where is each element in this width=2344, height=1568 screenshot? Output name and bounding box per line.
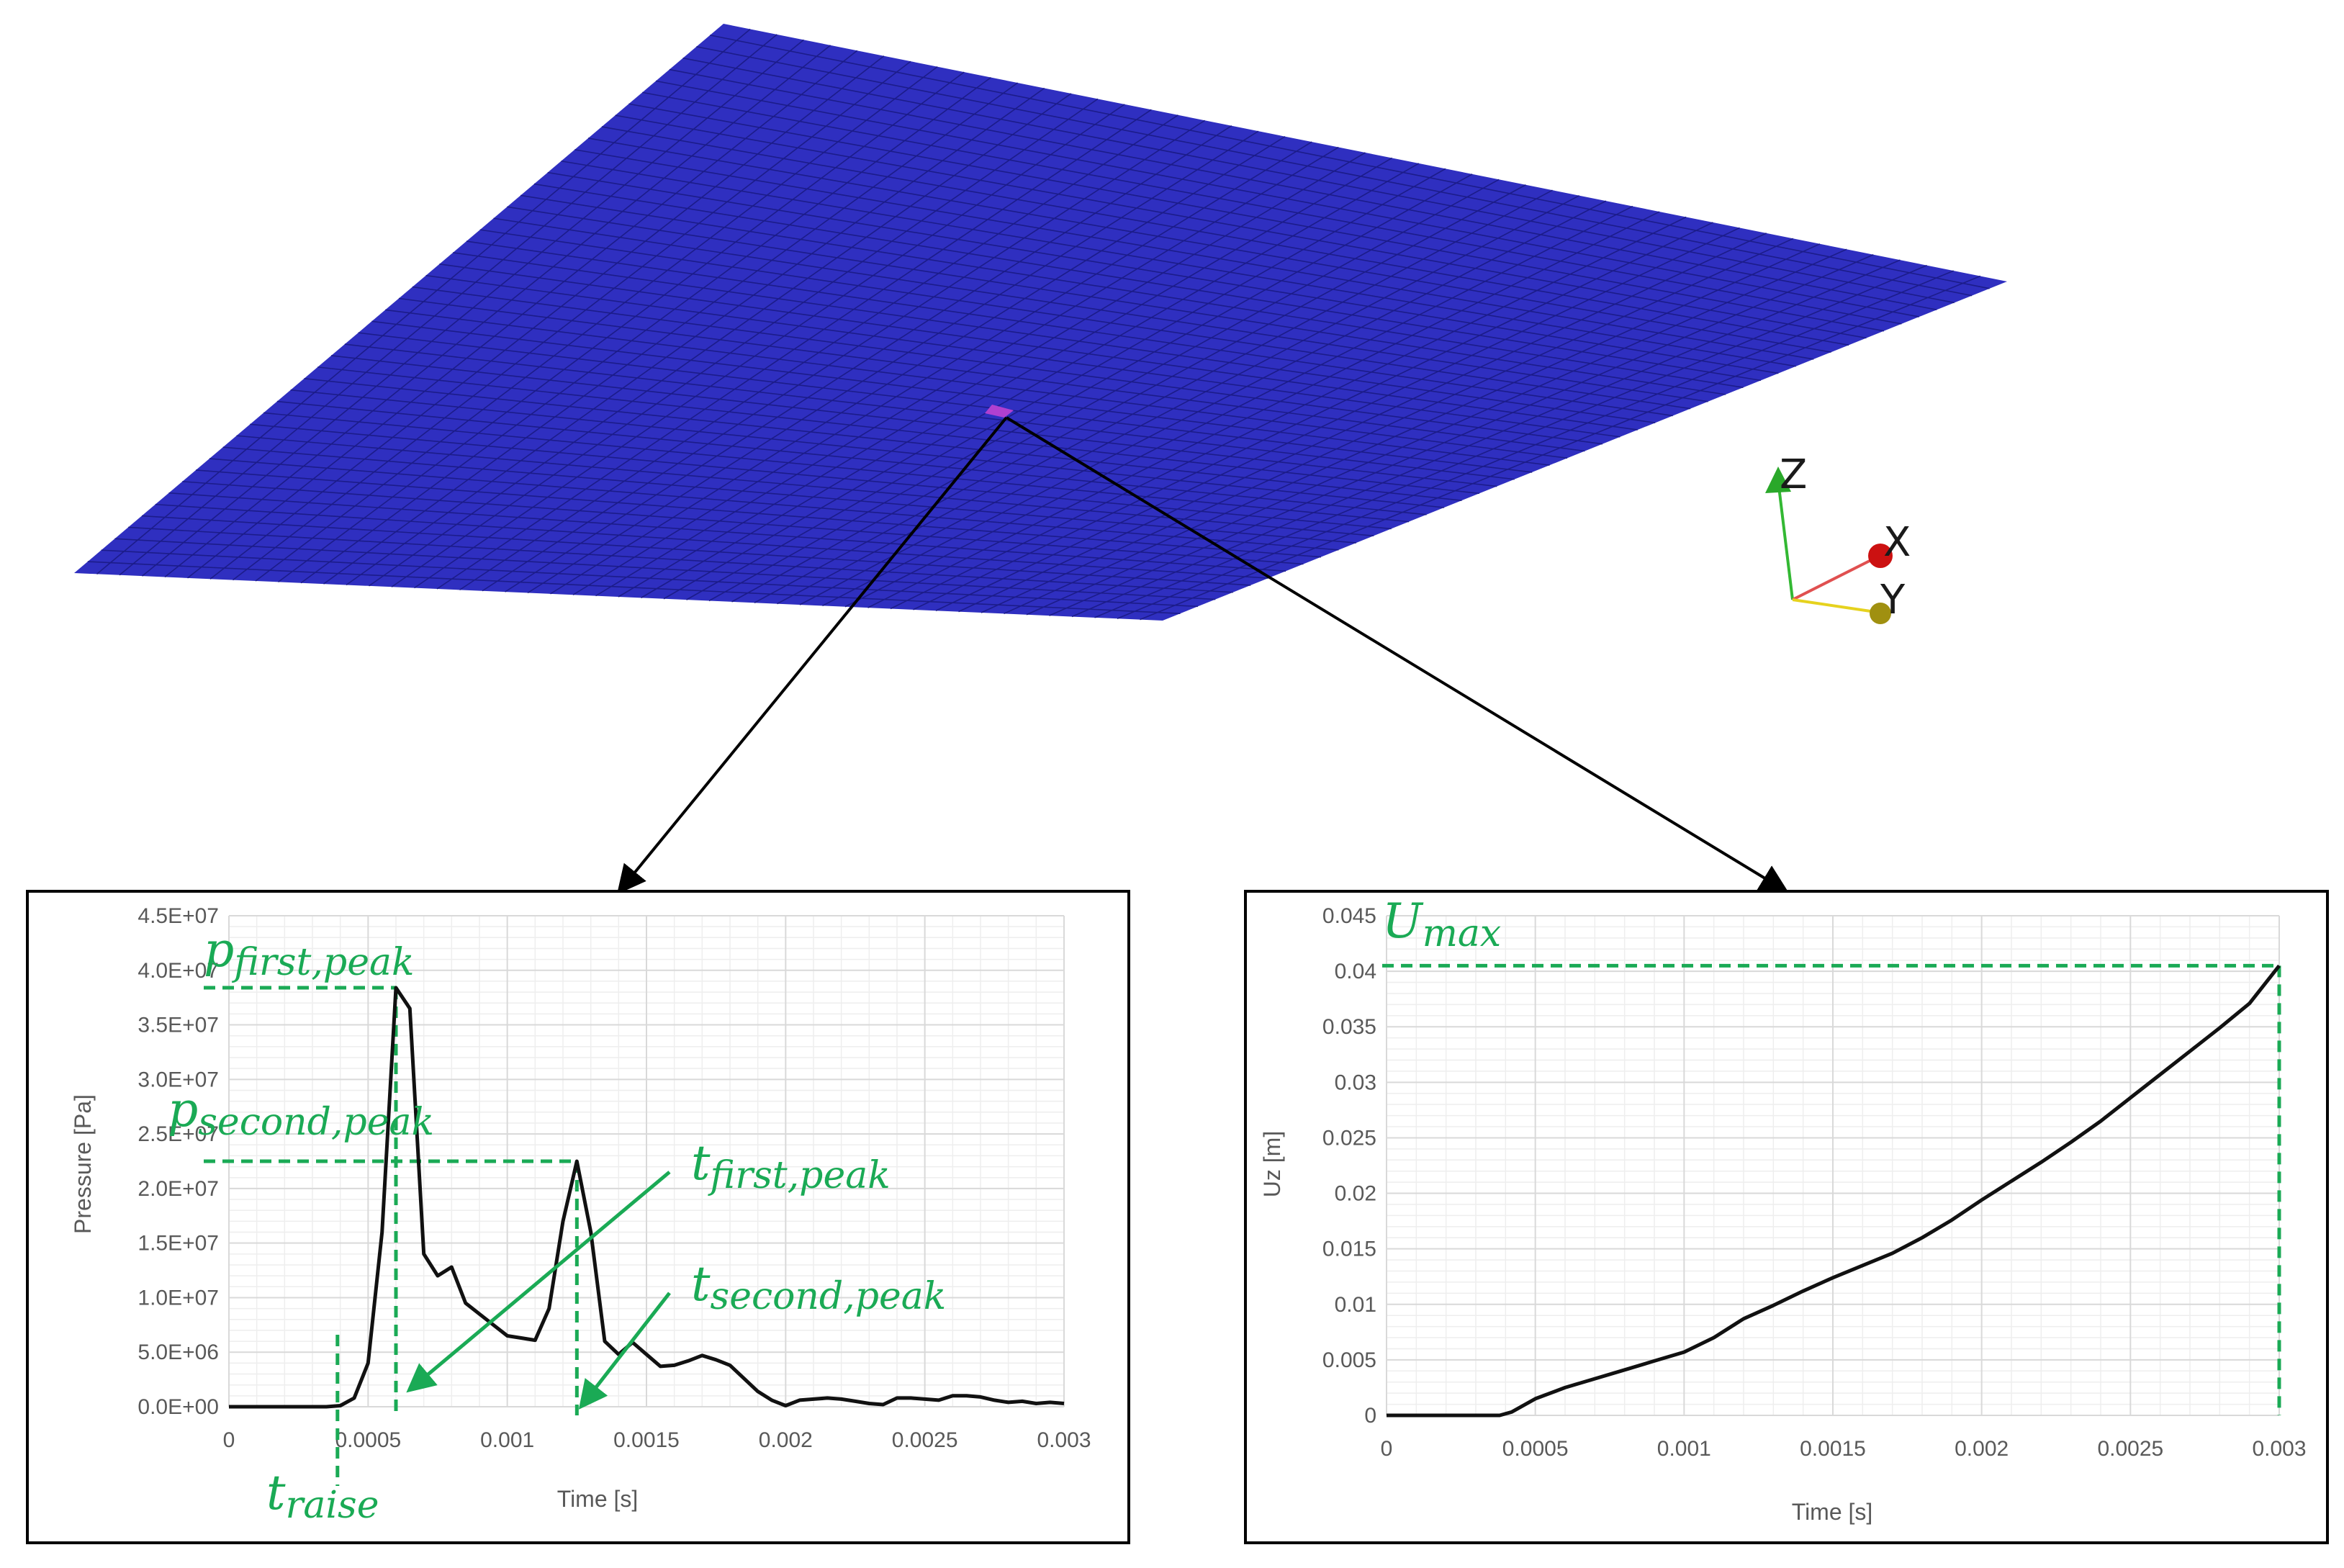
y-tick-label: 0.015 xyxy=(1322,1238,1376,1261)
axis-triad: Z X Y xyxy=(1765,451,1911,624)
y-axis-label: Y xyxy=(1880,577,1906,623)
x-axis-label: X xyxy=(1883,519,1911,566)
y-tick-label: 0.02 xyxy=(1335,1182,1376,1206)
plate-grid-line xyxy=(1117,270,1955,619)
pressure-series-line xyxy=(229,986,1065,1409)
plate-grid-line xyxy=(1026,248,1847,616)
y-tick-label: 1.5E+07 xyxy=(138,1232,219,1256)
plate-grid-line xyxy=(128,526,1233,593)
displacement-series-line xyxy=(1387,964,2281,1418)
y-tick-label: 0.0E+00 xyxy=(138,1395,219,1419)
x-tick-label: 0 xyxy=(1381,1437,1393,1461)
x-tick-label: 0.001 xyxy=(480,1428,534,1452)
displacement-chart-x-axis-title: Time [s] xyxy=(1792,1499,1873,1525)
u-max-label: Umax xyxy=(1382,893,1501,955)
p-second-peak-label: psecond,peak xyxy=(168,1082,434,1144)
plate-grid-line xyxy=(155,503,1268,579)
leader-arrow-displacement xyxy=(1005,416,1789,893)
x-tick-label: 0.0025 xyxy=(2097,1437,2163,1461)
y-tick-label: 5.0E+06 xyxy=(138,1341,219,1364)
y-tick-label: 0.03 xyxy=(1335,1071,1376,1094)
y-tick-label: 3.5E+07 xyxy=(138,1014,219,1037)
displacement-chart-x-ticks: 0 0.0005 0.001 0.0015 0.002 0.0025 0.003 xyxy=(1381,1437,2307,1461)
y-tick-label: 0.025 xyxy=(1322,1126,1376,1150)
plate-grid-line xyxy=(1049,253,1874,616)
t-second-peak-arrow xyxy=(578,1292,671,1410)
z-axis-line xyxy=(1777,480,1794,600)
y-axis-line xyxy=(1792,598,1876,613)
x-tick-label: 0.002 xyxy=(1955,1437,2009,1461)
pressure-chart: 0.0E+00 5.0E+06 1.0E+07 1.5E+07 2.0E+07 2.5E+… xyxy=(26,890,1130,1544)
t-first-peak-arrow xyxy=(406,1171,671,1393)
x-tick-label: 0 xyxy=(223,1428,235,1452)
x-tick-label: 0.0005 xyxy=(335,1428,401,1452)
y-tick-label: 0.035 xyxy=(1322,1015,1376,1039)
x-tick-label: 0.003 xyxy=(1037,1428,1091,1452)
probe-point-marker xyxy=(985,405,1014,418)
y-tick-label: 0.005 xyxy=(1322,1348,1376,1372)
z-axis-label: Z xyxy=(1780,451,1807,498)
displacement-chart: 0 0.005 0.01 0.015 0.02 0.025 0.03 0.035 0.04 0.0… xyxy=(1244,890,2329,1544)
y-tick-label: 2.0E+07 xyxy=(138,1177,219,1201)
x-tick-label: 0.0015 xyxy=(613,1428,680,1452)
plate-grid-line xyxy=(114,538,1216,600)
plate-grid-line xyxy=(182,481,1304,565)
t-second-peak-label: tsecond,peak xyxy=(691,1256,946,1318)
displacement-chart-y-axis-title: Uz [m] xyxy=(1259,1131,1285,1197)
leader-arrow-pressure xyxy=(616,416,1008,895)
y-tick-label: 3.0E+07 xyxy=(138,1068,219,1091)
plate-grid-line xyxy=(1004,243,1821,615)
t-first-peak-label: tfirst,peak xyxy=(691,1135,891,1197)
x-tick-label: 0.002 xyxy=(759,1428,813,1452)
pressure-chart-x-axis-title: Time [s] xyxy=(557,1486,639,1512)
plate-mesh xyxy=(74,24,2007,621)
y-tick-label: 0.01 xyxy=(1335,1293,1376,1317)
y-tick-label: 0.045 xyxy=(1322,904,1376,928)
plate-grid-line xyxy=(87,561,1181,614)
t-raise-label: traise xyxy=(266,1465,379,1527)
pressure-chart-guides xyxy=(204,986,579,1486)
y-tick-label: 4.0E+07 xyxy=(138,959,219,983)
x-tick-label: 0.003 xyxy=(2252,1437,2306,1461)
displacement-chart-y-ticks: 0 0.005 0.01 0.015 0.02 0.025 0.03 0.035 0.04 0.0… xyxy=(1322,904,1376,1428)
z-axis-arrowhead xyxy=(1765,467,1791,493)
pressure-chart-y-ticks: 0.0E+00 5.0E+06 1.0E+07 1.5E+07 2.0E+07 2.5E+… xyxy=(138,904,219,1419)
y-axis-arrowhead xyxy=(1870,603,1891,624)
plate-grid-line xyxy=(1071,259,1901,618)
y-tick-label: 0 xyxy=(1364,1404,1376,1428)
x-axis-line xyxy=(1792,557,1876,601)
x-tick-label: 0.0025 xyxy=(892,1428,958,1452)
y-tick-label: 2.5E+07 xyxy=(138,1122,219,1146)
y-tick-label: 0.04 xyxy=(1335,960,1376,983)
plate-grid-line xyxy=(168,492,1286,572)
x-axis-arrowhead xyxy=(1868,544,1893,568)
pressure-chart-frame xyxy=(26,890,1130,1544)
plate-grid-line xyxy=(1094,264,1927,618)
x-tick-label: 0.0005 xyxy=(1502,1437,1569,1461)
pressure-chart-y-axis-title: Pressure [Pa] xyxy=(70,1094,96,1234)
displacement-chart-grid xyxy=(1386,915,2280,1416)
plate-grid-line xyxy=(101,549,1198,608)
plate-grid-line xyxy=(141,515,1251,586)
displacement-chart-guides xyxy=(1382,963,2281,1415)
y-tick-label: 1.0E+07 xyxy=(138,1286,219,1310)
x-tick-label: 0.001 xyxy=(1657,1437,1711,1461)
plate-grid-line xyxy=(1140,275,1981,621)
pressure-chart-grid xyxy=(228,915,1065,1407)
displacement-chart-frame xyxy=(1244,890,2329,1544)
y-tick-label: 4.5E+07 xyxy=(138,904,219,928)
p-first-peak-label: pfirst,peak xyxy=(204,922,414,984)
x-tick-label: 0.0015 xyxy=(1800,1437,1866,1461)
pressure-chart-x-ticks: 0 0.0005 0.001 0.0015 0.002 0.0025 0.003 xyxy=(223,1428,1091,1452)
